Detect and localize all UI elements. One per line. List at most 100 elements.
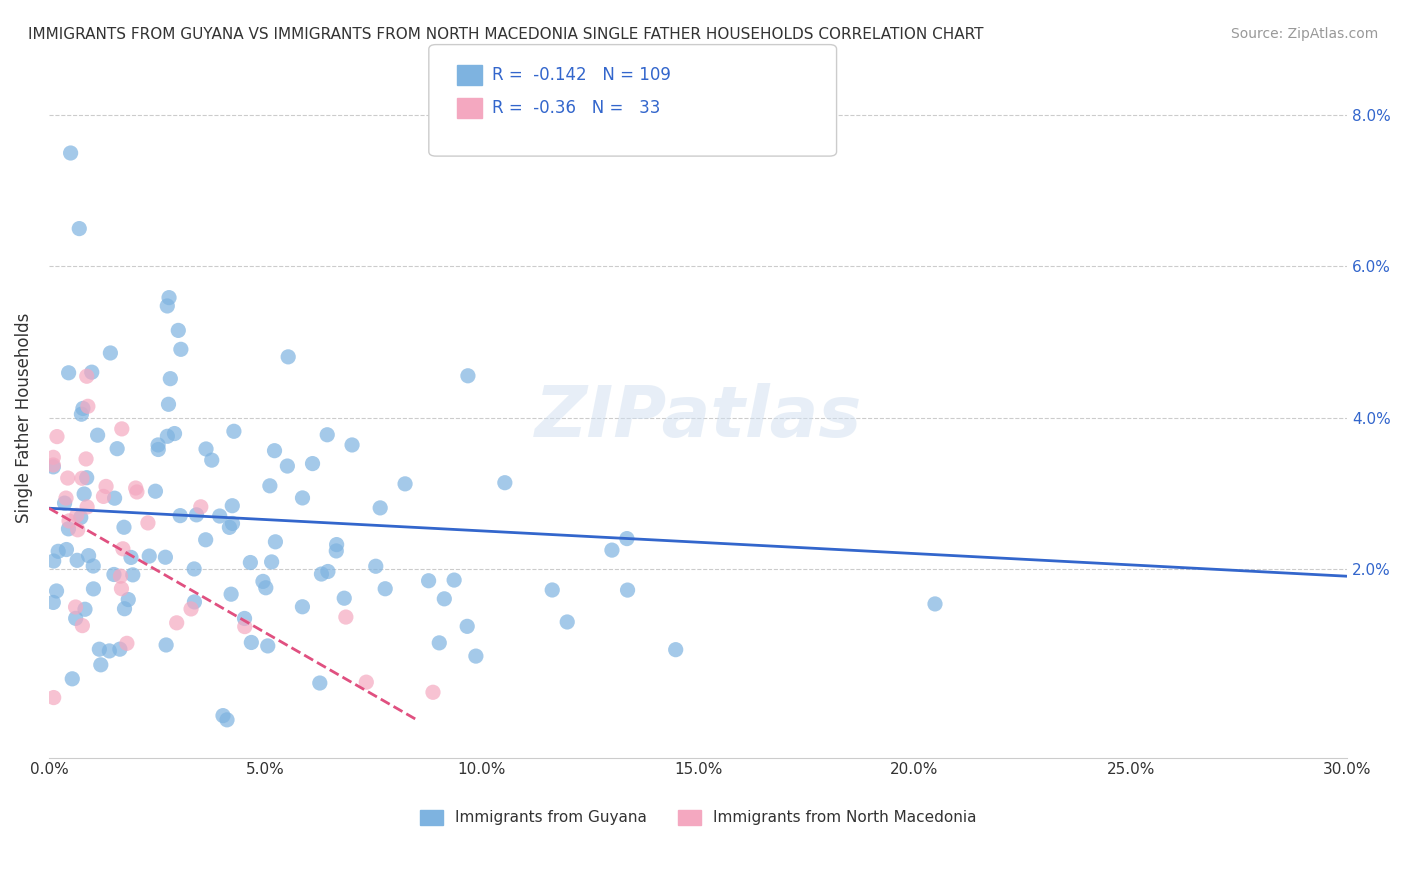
Point [924, 597, 946, 611]
Point [222, 425, 245, 439]
Point [42, 554, 65, 568]
Point [277, 350, 299, 364]
Point [155, 638, 177, 652]
Point [156, 429, 179, 443]
Point [418, 574, 440, 588]
Point [98, 644, 121, 658]
Point [111, 422, 134, 436]
Point [42, 690, 65, 705]
Point [100, 346, 122, 360]
Point [616, 532, 638, 546]
Point [66, 553, 89, 567]
Point [240, 635, 263, 649]
Point [394, 476, 416, 491]
Point [201, 453, 224, 467]
Point [157, 291, 180, 305]
Point [90, 657, 112, 672]
Point [110, 569, 132, 583]
Point [105, 442, 128, 456]
Point [117, 592, 139, 607]
Point [148, 442, 170, 457]
Point [263, 443, 285, 458]
Point [541, 582, 564, 597]
Point [146, 438, 169, 452]
Point [259, 479, 281, 493]
Point [65, 599, 87, 614]
Point [157, 397, 180, 411]
Point [82, 582, 104, 596]
Point [218, 520, 240, 534]
Point [221, 499, 243, 513]
Point [59, 146, 82, 161]
Point [155, 550, 177, 565]
Point [301, 457, 323, 471]
Point [114, 601, 136, 615]
Point [75, 452, 97, 467]
Point [56, 471, 79, 485]
Point [138, 549, 160, 563]
Point [600, 543, 623, 558]
Point [433, 591, 456, 606]
Point [260, 555, 283, 569]
Point [103, 567, 125, 582]
Point [616, 583, 638, 598]
Point [333, 591, 356, 606]
Point [76, 399, 98, 413]
Point [66, 508, 89, 523]
Point [167, 323, 190, 337]
Point [233, 611, 256, 625]
Point [356, 675, 378, 690]
Point [186, 508, 208, 522]
Point [145, 484, 167, 499]
Point [136, 516, 159, 530]
Text: ZIPatlas: ZIPatlas [534, 383, 862, 452]
Point [456, 619, 478, 633]
Point [340, 438, 363, 452]
Point [368, 500, 391, 515]
Point [104, 491, 127, 506]
Y-axis label: Single Father Households: Single Father Households [15, 312, 32, 523]
Point [166, 615, 188, 630]
Point [221, 516, 243, 531]
Point [239, 556, 262, 570]
Point [316, 427, 339, 442]
Point [252, 574, 274, 589]
Point [311, 567, 333, 582]
Point [70, 407, 93, 421]
Point [364, 559, 387, 574]
Point [276, 458, 298, 473]
Point [46, 544, 69, 558]
Point [163, 426, 186, 441]
Point [58, 522, 80, 536]
Point [73, 602, 96, 616]
Point [80, 365, 103, 379]
Point [264, 534, 287, 549]
Text: R =  -0.36   N =   33: R = -0.36 N = 33 [492, 99, 661, 117]
Point [291, 599, 314, 614]
Point [112, 520, 135, 534]
Point [46, 429, 69, 443]
Point [665, 642, 688, 657]
Point [86, 428, 108, 442]
Point [494, 475, 516, 490]
Point [335, 610, 357, 624]
Point [55, 542, 77, 557]
Point [291, 491, 314, 505]
Point [316, 565, 339, 579]
Point [76, 500, 98, 514]
Legend: Immigrants from Guyana, Immigrants from North Macedonia: Immigrants from Guyana, Immigrants from … [413, 804, 983, 831]
Point [58, 514, 80, 528]
Point [325, 544, 347, 558]
Point [94, 479, 117, 493]
Point [464, 649, 486, 664]
Point [212, 708, 235, 723]
Point [183, 562, 205, 576]
Point [55, 491, 77, 505]
Point [125, 481, 148, 495]
Point [215, 713, 238, 727]
Point [82, 559, 104, 574]
Point [190, 500, 212, 514]
Point [194, 533, 217, 547]
Point [256, 639, 278, 653]
Point [159, 372, 181, 386]
